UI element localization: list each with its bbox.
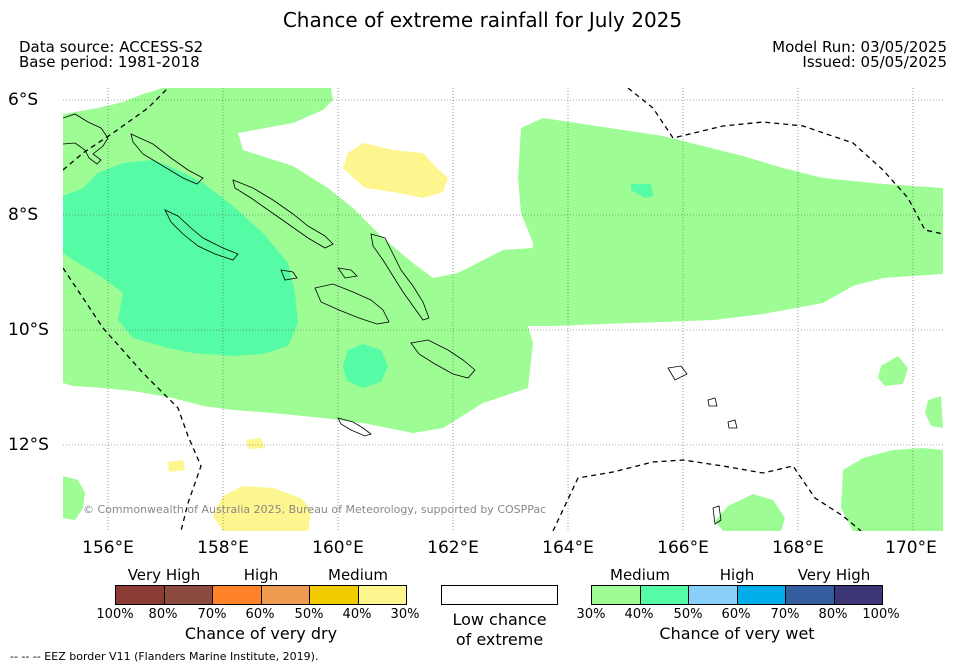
lon-label-166e: 166°E [657,538,709,558]
legend-dry-swatch-1 [116,586,165,604]
model-run-text: Model Run: 03/05/2025 [772,38,947,56]
legend-dry-tick: 30% [390,607,420,622]
lat-label-12s: 12°S [8,435,49,455]
lon-label-158e: 158°E [197,538,249,558]
legend-wet-swatch-6 [834,586,882,604]
coast-choiseul [130,133,204,185]
legend-wet-swatch-3 [689,586,738,604]
coast-makira [410,339,476,379]
legend-wet-swatch-5 [786,586,835,604]
lon-label-162e: 162°E [427,538,479,558]
legend-wet-tick: 60% [721,607,751,622]
wet-medium-southeast-region [841,448,943,531]
legend-wet-tick: 100% [862,607,900,622]
graticule [63,88,943,531]
legend-dry-swatch-5 [310,586,359,604]
legend-wet-swatch-2 [640,586,689,604]
metadata-left: Data source: ACCESS-S2 Base period: 1981… [19,40,203,70]
base-period-text: Base period: 1981-2018 [19,53,200,71]
coast-florida-islands [337,267,358,279]
legend-dry-tick: 70% [197,607,227,622]
legend-wet-group-very-high: Very High [797,566,871,584]
legend-wet-tick: 70% [770,607,800,622]
legend-dry-tick: 60% [245,607,275,622]
lat-label-8s: 8°S [8,205,39,225]
lon-label-160e: 160°E [312,538,364,558]
coast-vanikoro [707,397,718,407]
legend-dry-title: Chance of very dry [184,624,338,643]
eez-borders [63,88,943,531]
chart-title: Chance of extreme rainfall for July 2025 [282,8,683,32]
legend-dry-tick: 50% [294,607,324,622]
legend-dry-tick: 100% [96,607,134,622]
coast-new-georgia [164,209,239,261]
coast-tikopia [727,419,738,429]
legend-dry-swatch-3 [213,586,262,604]
wet-medium-east-blob1 [878,356,908,386]
legend-low-chance: Low chance of extreme [441,585,558,650]
coast-rennell [337,417,372,437]
wet-medium-north-blob [683,184,703,198]
dry-small-blob [246,438,265,449]
coast-bougainville [63,113,109,165]
data-source-text: Data source: ACCESS-S2 [19,38,204,56]
dry-medium-areas [168,143,448,531]
legend-wet-swatch-4 [737,586,786,604]
legend-wet-title: Chance of very wet [659,624,815,643]
legend-dry-tick: 80% [148,607,178,622]
lat-label-10s: 10°S [8,320,49,340]
coast-santa-isabel [232,179,334,249]
eez-solomon-south [552,459,862,531]
wet-medium-southcentral-blob [715,494,785,531]
eez-footnote: -- -- -- EEZ border V11 (Flanders Marine… [10,650,319,663]
legend-low-line2: of extreme [455,630,544,649]
eez-solomon-north [627,88,943,235]
issued-text: Issued: 05/05/2025 [802,53,947,71]
legend-dry-tick: 40% [342,607,372,622]
legend-low-line1: Low chance [452,610,547,629]
legend-wet-swatch-1 [592,586,641,604]
coast-santa-cruz [667,365,688,381]
legend-wet-tick: 80% [818,607,848,622]
coast-malaita [370,233,430,321]
coastlines [63,113,738,525]
legend-wet-tick: 50% [673,607,703,622]
lon-label-156e: 156°E [82,538,134,558]
legend-dry-swatch-2 [164,586,213,604]
legend-wet-tick: 30% [576,607,606,622]
legend-dry-group-very-high: Very High [127,566,201,584]
dry-north-blob [343,143,448,198]
wet-medium-southwest-blob [63,476,85,520]
wet-high-north-blob [631,184,653,198]
legend-dry-group-medium: Medium [328,566,388,584]
coast-guadalcanal [314,283,390,325]
wet-medium-east-blob2 [925,396,943,428]
lon-label-170e: 170°E [885,538,937,558]
legend-dry-group-high: High [243,566,279,584]
legend-wet-colorbar [591,585,883,605]
legend-wet-group-high: High [719,566,755,584]
eez-png-south [63,267,202,531]
wet-high-central-blob [343,344,388,388]
legend-low-swatch [441,585,558,605]
wet-high-west-region [63,160,298,356]
legend-wet-tick: 40% [624,607,654,622]
coast-russell-islands [280,269,298,281]
lon-label-164e: 164°E [542,538,594,558]
legend-dry-swatch-4 [261,586,310,604]
copyright-text: © Commonwealth of Australia 2025, Bureau… [83,503,546,516]
legend-dry-swatch-6 [358,586,406,604]
metadata-right: Model Run: 03/05/2025 Issued: 05/05/2025 [772,40,947,70]
legend-wet-group-medium: Medium [610,566,670,584]
lat-label-6s: 6°S [8,90,39,110]
wet-high-areas [63,160,653,388]
rainfall-map: © Commonwealth of Australia 2025, Bureau… [63,88,943,531]
legend-dry-colorbar [115,585,407,605]
lon-label-168e: 168°E [772,538,824,558]
dry-southwest-blob [168,460,185,472]
dry-south-blob [213,486,311,531]
coast-torres-islands [712,505,722,525]
